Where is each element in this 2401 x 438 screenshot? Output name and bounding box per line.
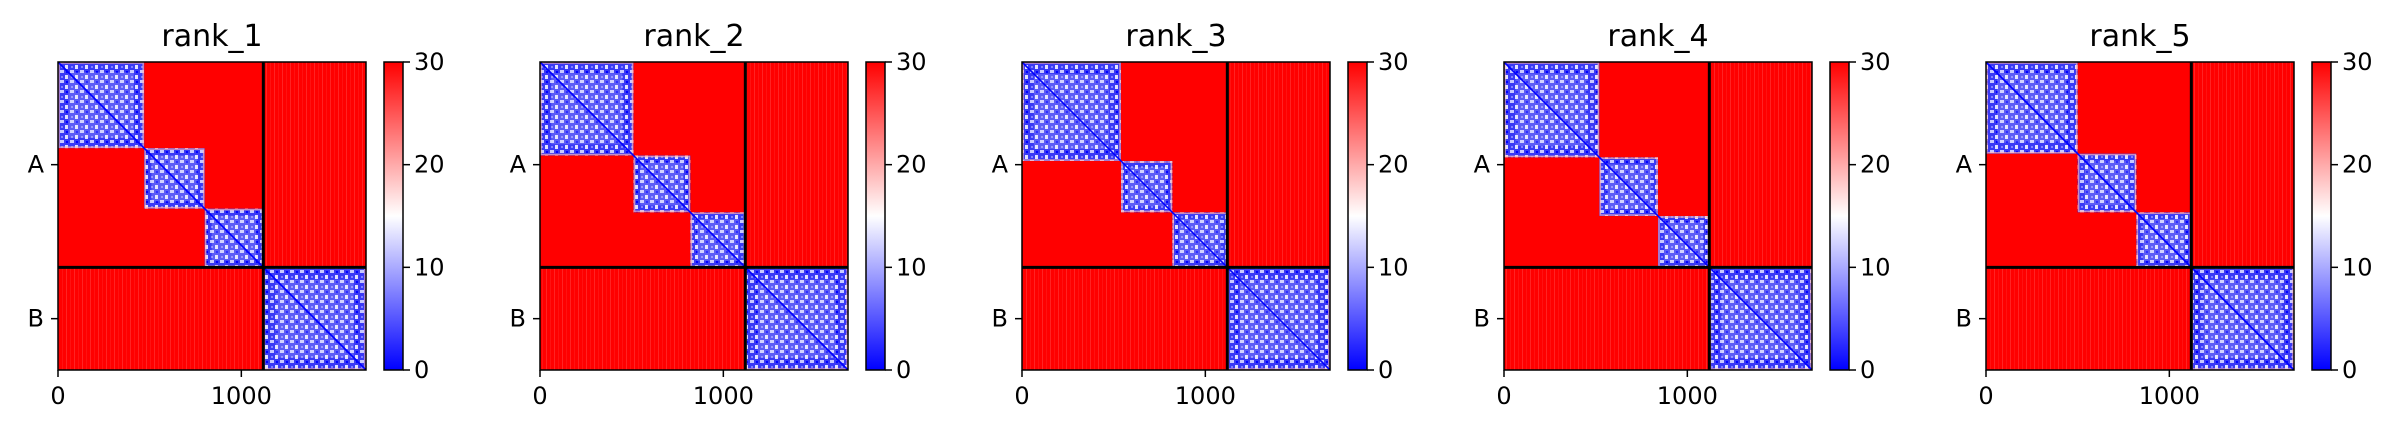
heatmap-frame [1503, 61, 1813, 371]
colorbar-tick-label: 0 [2342, 356, 2357, 384]
interchain-region [58, 267, 264, 370]
x-tick-label: 1000 [1175, 382, 1236, 410]
heatmap-frame [539, 61, 849, 371]
x-tick-label: 0 [1978, 382, 1993, 410]
panel-title: rank_4 [1607, 19, 1708, 54]
panel-1: rank_1 0 1000 A B 0 10 20 30 [28, 19, 445, 410]
heatmap-diagonal [1503, 61, 1813, 371]
colorbar-tick-label: 20 [414, 151, 445, 179]
y-tick-label: A [28, 151, 45, 179]
interchain-region [745, 62, 848, 268]
interchain-region [2191, 62, 2294, 268]
colorbar-tick-label: 10 [2342, 253, 2373, 281]
heatmap-frame [1021, 61, 1331, 371]
y-tick-label: A [1956, 151, 1973, 179]
colorbar [1829, 61, 1850, 371]
panel-3: rank_3 0 1000 A B 0 10 20 30 [992, 19, 1409, 410]
interchain-region [263, 62, 366, 268]
panel-title: rank_1 [161, 19, 262, 54]
panel-title: rank_5 [2089, 19, 2190, 54]
colorbar [1347, 61, 1368, 371]
interchain-region [1022, 267, 1228, 370]
interchain-region [540, 267, 746, 370]
panel-4: rank_4 0 1000 A B 0 10 20 30 [1474, 19, 1891, 410]
colorbar-tick-label: 0 [1378, 356, 1393, 384]
colorbar [865, 61, 886, 371]
colorbar-tick-label: 10 [414, 253, 445, 281]
y-tick-label: A [510, 151, 527, 179]
colorbar-tick-label: 20 [2342, 151, 2373, 179]
interchain-region [1227, 62, 1330, 268]
y-tick-label: B [510, 305, 526, 333]
colorbar-tick-label: 30 [414, 48, 445, 76]
colorbar-tick-label: 0 [896, 356, 911, 384]
colorbar-tick-label: 20 [1860, 151, 1891, 179]
heatmap-diagonal [1985, 61, 2295, 371]
colorbar-tick-label: 30 [896, 48, 927, 76]
panel-2: rank_2 0 1000 A B 0 10 20 30 [510, 19, 927, 410]
heatmap-diagonal [539, 61, 849, 371]
x-tick-label: 1000 [1657, 382, 1718, 410]
colorbar-tick-label: 20 [896, 151, 927, 179]
y-tick-label: B [1956, 305, 1972, 333]
panel-title: rank_2 [643, 19, 744, 54]
interchain-region [1504, 267, 1710, 370]
x-tick-label: 1000 [693, 382, 754, 410]
interchain-region [1986, 267, 2192, 370]
colorbar [383, 61, 404, 371]
colorbar-tick-label: 30 [1378, 48, 1409, 76]
y-tick-label: B [1474, 305, 1490, 333]
y-tick-label: B [28, 305, 44, 333]
colorbar-tick-label: 30 [2342, 48, 2373, 76]
colorbar-tick-label: 10 [1860, 253, 1891, 281]
colorbar [2311, 61, 2332, 371]
x-tick-label: 1000 [2139, 382, 2200, 410]
x-tick-label: 1000 [211, 382, 272, 410]
colorbar-tick-label: 20 [1378, 151, 1409, 179]
colorbar-tick-label: 0 [414, 356, 429, 384]
heatmap-frame [1985, 61, 2295, 371]
heatmap-diagonal [1021, 61, 1331, 371]
panel-title: rank_3 [1125, 19, 1226, 54]
y-tick-label: A [1474, 151, 1491, 179]
x-tick-label: 0 [532, 382, 547, 410]
x-tick-label: 0 [50, 382, 65, 410]
colorbar-tick-label: 0 [1860, 356, 1875, 384]
y-tick-label: A [992, 151, 1009, 179]
colorbar-tick-label: 10 [1378, 253, 1409, 281]
colorbar-tick-label: 10 [896, 253, 927, 281]
x-tick-label: 0 [1496, 382, 1511, 410]
x-tick-label: 0 [1014, 382, 1029, 410]
panel-5: rank_5 0 1000 A B 0 10 20 30 [1956, 19, 2373, 410]
heatmap-diagonal [57, 61, 367, 371]
y-tick-label: B [992, 305, 1008, 333]
heatmap-frame [57, 61, 367, 371]
interchain-region [1709, 62, 1812, 268]
colorbar-tick-label: 30 [1860, 48, 1891, 76]
